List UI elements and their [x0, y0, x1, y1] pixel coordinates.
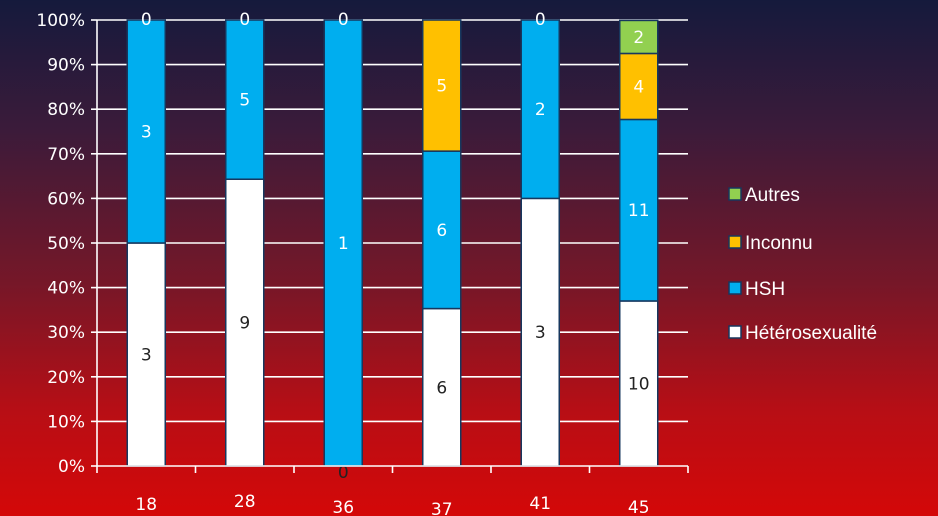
x-tick-label: 41 [529, 494, 551, 514]
data-label: 0 [338, 10, 349, 30]
bar-segment [323, 19, 363, 467]
bar-segment [619, 52, 659, 121]
data-label: 11 [628, 201, 650, 221]
legend-label: Inconnu [745, 233, 813, 254]
y-tick-label: 40% [47, 279, 85, 299]
bar-segment [225, 19, 265, 180]
legend-swatch [728, 235, 742, 249]
bar-segment [520, 19, 560, 200]
legend-label: Autres [745, 185, 800, 206]
data-label: 0 [239, 10, 250, 30]
legend-swatch [728, 281, 742, 295]
y-tick-label: 30% [47, 323, 85, 343]
bar-segment [422, 19, 462, 152]
bar-segment [422, 150, 462, 310]
legend-swatch [728, 187, 742, 201]
bar-segment [126, 19, 166, 244]
data-label: 10 [628, 374, 650, 394]
data-label: 6 [436, 378, 447, 398]
x-tick-label: 37 [431, 500, 453, 516]
data-label: 0 [141, 10, 152, 30]
y-tick-label: 100% [36, 11, 85, 31]
data-label: 3 [141, 346, 152, 366]
data-label: 5 [239, 91, 250, 111]
legend-swatch [728, 325, 742, 339]
x-tick-label: 18 [135, 495, 157, 515]
data-label: 2 [633, 28, 644, 48]
legend: Autres Inconnu HSH Hétérosexualité [728, 185, 877, 344]
y-tick-label: 50% [47, 234, 85, 254]
y-tick-label: 70% [47, 145, 85, 165]
data-label: 5 [436, 77, 447, 97]
y-tick-label: 10% [47, 412, 85, 432]
legend-label: HSH [745, 279, 785, 300]
data-label: 1 [338, 234, 349, 254]
y-tick-label: 0% [58, 457, 85, 477]
y-tick-label: 90% [47, 56, 85, 76]
data-label: 6 [436, 221, 447, 241]
data-label: 0 [338, 463, 349, 483]
x-tick-label: 28 [234, 492, 256, 512]
bar-segment [619, 19, 659, 55]
x-tick-label: 36 [332, 498, 354, 516]
data-label: 3 [535, 323, 546, 343]
data-label: 4 [633, 77, 644, 97]
y-tick-label: 80% [47, 100, 85, 120]
bar-segment [422, 307, 462, 467]
data-label: 0 [535, 10, 546, 30]
data-label: 9 [239, 314, 250, 334]
x-tick-label: 45 [628, 498, 650, 516]
legend-label: Hétérosexualité [745, 323, 877, 344]
y-tick-label: 60% [47, 189, 85, 209]
bar-segment [520, 197, 560, 467]
data-label: 3 [141, 123, 152, 143]
axes: 0%10%20%30%40%50%60%70%80%90%100%18 28 36 3… [36, 11, 689, 516]
data-label: 2 [535, 100, 546, 120]
gridlines [97, 19, 688, 423]
bar-segment [619, 118, 659, 302]
y-tick-label: 20% [47, 368, 85, 388]
